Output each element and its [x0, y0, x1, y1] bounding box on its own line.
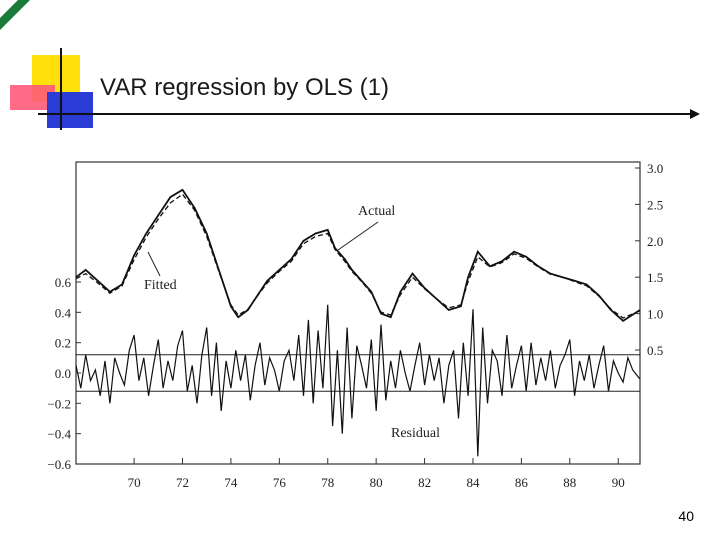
- right-tick-label: 2.0: [647, 234, 663, 249]
- slide-title: VAR regression by OLS (1): [100, 74, 389, 101]
- right-tick-label: 1.5: [647, 270, 663, 285]
- x-tick-label: 88: [563, 475, 576, 490]
- series-residual-line: [75, 304, 641, 457]
- annotation-fitted-pointer: [147, 251, 161, 277]
- annotation-fitted: Fitted: [144, 278, 177, 293]
- x-tick-label: 90: [612, 475, 625, 490]
- decor-blue-square: [47, 92, 93, 128]
- x-tick-label: 86: [515, 475, 529, 490]
- x-tick-label: 70: [128, 475, 141, 490]
- left-tick-label: −0.4: [47, 427, 71, 442]
- x-tick-label: 80: [370, 475, 383, 490]
- annotation-actual-pointer: [337, 221, 379, 251]
- x-tick-label: 84: [466, 475, 480, 490]
- x-tick-label: 72: [176, 475, 189, 490]
- corner-decoration: [0, 0, 30, 30]
- left-tick-label: −0.6: [47, 457, 71, 472]
- page-number: 40: [678, 508, 694, 524]
- left-tick-label: 0.2: [55, 336, 71, 351]
- left-tick-label: 0.4: [55, 305, 72, 320]
- annotation-actual: Actual: [358, 204, 395, 219]
- right-tick-label: 0.5: [647, 343, 663, 358]
- annotation-residual: Residual: [391, 426, 440, 441]
- left-tick-label: 0.0: [55, 366, 71, 381]
- x-tick-label: 82: [418, 475, 431, 490]
- title-underline: [38, 113, 694, 115]
- right-tick-label: 3.0: [647, 161, 663, 176]
- x-tick-label: 76: [273, 475, 287, 490]
- plot-frame: [75, 161, 641, 465]
- left-tick-label: 0.6: [55, 275, 72, 290]
- right-tick-label: 2.5: [647, 197, 663, 212]
- underline-arrowhead: [690, 109, 700, 119]
- series-fitted-line: [75, 193, 641, 319]
- decor-vertical-line: [60, 48, 62, 130]
- right-tick-label: 1.0: [647, 307, 663, 322]
- left-tick-label: −0.2: [47, 396, 71, 411]
- x-tick-label: 78: [321, 475, 334, 490]
- series-actual-line: [75, 188, 641, 323]
- x-tick-label: 74: [224, 475, 238, 490]
